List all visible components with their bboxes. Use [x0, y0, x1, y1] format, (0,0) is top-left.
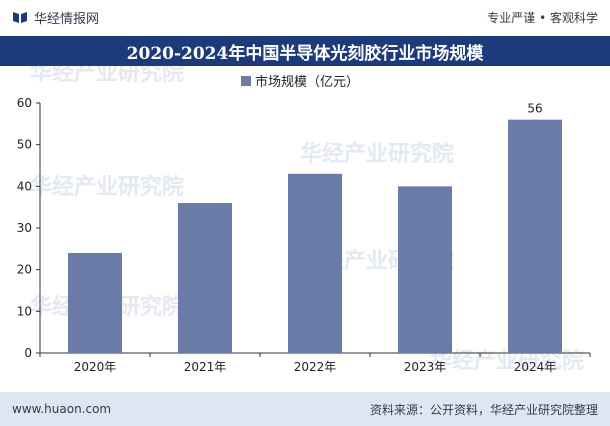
- x-tick-label: 2022年: [294, 360, 337, 374]
- watermark-text: 华经产业研究院: [30, 174, 184, 200]
- legend-swatch: [241, 76, 251, 86]
- bar: [508, 119, 562, 353]
- chart-title: 2020-2024年中国半导体光刻胶行业市场规模: [126, 43, 484, 64]
- data-label: 56: [527, 102, 542, 116]
- bar: [178, 203, 232, 353]
- bar: [68, 253, 122, 353]
- title-band: 2020-2024年中国半导体光刻胶行业市场规模: [0, 36, 610, 66]
- footer-url[interactable]: www.huaon.com: [12, 402, 112, 416]
- book-logo-icon: [13, 12, 27, 23]
- x-tick-label: 2020年: [74, 360, 117, 374]
- brand: 华经情报网: [12, 8, 99, 27]
- bar: [398, 186, 452, 353]
- x-tick-label: 2024年: [514, 360, 557, 374]
- x-tick-label: 2023年: [404, 360, 447, 374]
- y-tick-label: 60: [17, 96, 32, 110]
- x-tick-label: 2021年: [184, 360, 227, 374]
- y-tick-label: 0: [24, 346, 32, 360]
- y-tick-label: 10: [17, 304, 32, 318]
- chart-area: 华经产业研究院华经产业研究院华经产业研究院华经产业研究院华经产业研究院华经产业研…: [0, 60, 610, 392]
- legend-label: 市场规模（亿元）: [255, 74, 359, 90]
- y-tick-label: 50: [17, 138, 32, 152]
- y-tick-label: 40: [17, 179, 32, 193]
- slogan: 专业严谨 • 客观科学: [487, 10, 598, 25]
- watermark-text: 华经产业研究院: [300, 141, 454, 167]
- y-tick-label: 30: [17, 221, 32, 235]
- top-bar: 华经情报网 专业严谨 • 客观科学: [0, 0, 610, 34]
- brand-name: 华经情报网: [34, 11, 100, 27]
- footer-source: 资料来源：公开资料，华经产业研究院整理: [369, 402, 598, 417]
- bar-chart: 华经产业研究院华经产业研究院华经产业研究院华经产业研究院华经产业研究院华经产业研…: [17, 60, 591, 374]
- y-tick-label: 20: [17, 263, 32, 277]
- footer: www.huaon.com 资料来源：公开资料，华经产业研究院整理: [0, 392, 610, 426]
- watermark-text: 华经产业研究院: [30, 66, 184, 86]
- bar: [288, 173, 342, 353]
